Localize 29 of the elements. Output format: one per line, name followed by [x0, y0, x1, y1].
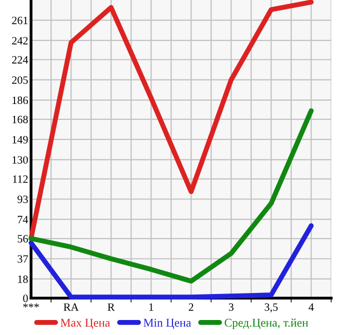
- line-series: [28, 108, 314, 284]
- y-tick-label: 56: [18, 235, 28, 242]
- x-tick-label: 1: [149, 303, 154, 311]
- y-tick-label: 112: [13, 175, 28, 183]
- y-tick-label: 224: [12, 56, 28, 64]
- x-tick-label: 4: [308, 303, 314, 311]
- x-tick-label: 2: [188, 303, 194, 311]
- x-tick-label: RA: [64, 303, 79, 311]
- y-tick-label: 242: [12, 36, 28, 44]
- legend-label: Min Цена: [144, 318, 192, 330]
- y-tick-label: 205: [12, 76, 28, 84]
- y-tick-label: 261: [12, 16, 28, 24]
- line-series: [28, 0, 314, 241]
- x-tick-label: ***: [23, 303, 39, 308]
- line-series: [28, 223, 314, 300]
- legend-label: Сред.Цена, т.йен: [224, 318, 308, 330]
- y-tick-label: 149: [12, 136, 28, 144]
- y-tick-label: 0: [23, 294, 28, 302]
- y-tick-label: 168: [12, 116, 28, 124]
- y-tick-label: 18: [18, 275, 28, 283]
- x-tick-label: 3,5: [264, 303, 278, 312]
- y-tick-label: 130: [12, 156, 28, 164]
- x-tick-label: 3: [228, 303, 234, 311]
- y-tick-label: 93: [18, 196, 28, 204]
- y-tick-label: 186: [12, 96, 28, 104]
- y-tick-label: 37: [18, 255, 28, 263]
- y-tick-label: 74: [18, 216, 28, 224]
- legend-label: Max Цена: [60, 318, 110, 330]
- x-tick-label: R: [108, 303, 115, 311]
